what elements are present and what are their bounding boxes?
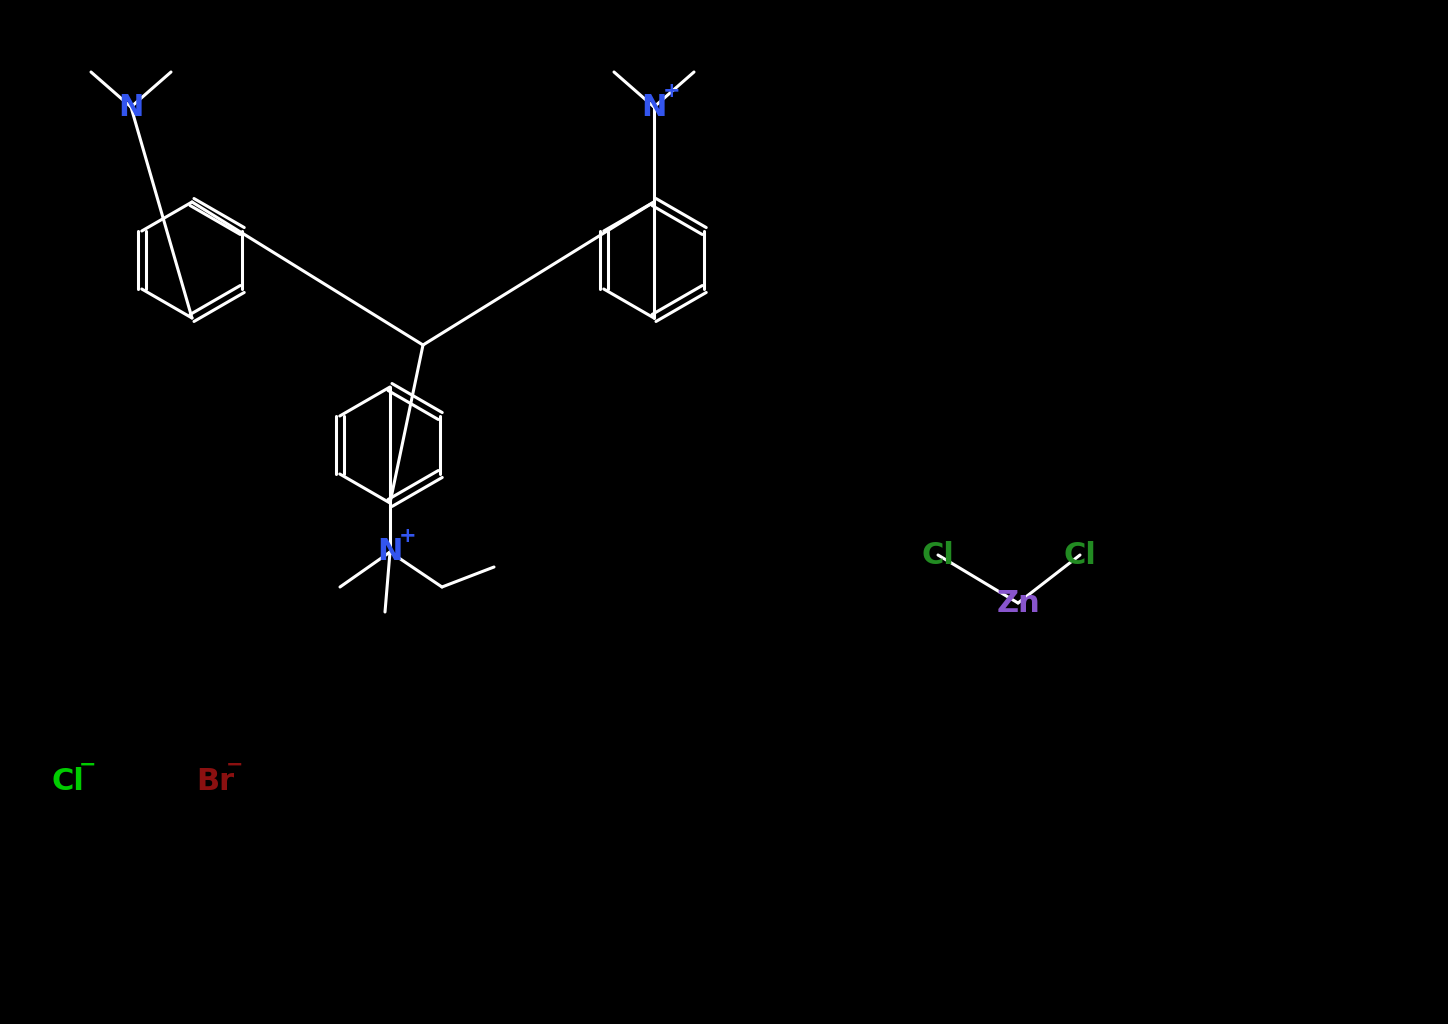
Text: +: + xyxy=(400,526,417,546)
Text: Cl: Cl xyxy=(52,768,84,797)
Text: Br: Br xyxy=(195,768,235,797)
Text: +: + xyxy=(663,81,681,101)
Text: N: N xyxy=(378,538,403,566)
Text: N: N xyxy=(119,92,143,122)
Text: Zn: Zn xyxy=(996,589,1040,617)
Text: Cl: Cl xyxy=(1064,541,1096,569)
Text: Cl: Cl xyxy=(921,541,954,569)
Text: N: N xyxy=(641,92,666,122)
Text: −: − xyxy=(80,755,97,775)
Text: −: − xyxy=(226,755,243,775)
